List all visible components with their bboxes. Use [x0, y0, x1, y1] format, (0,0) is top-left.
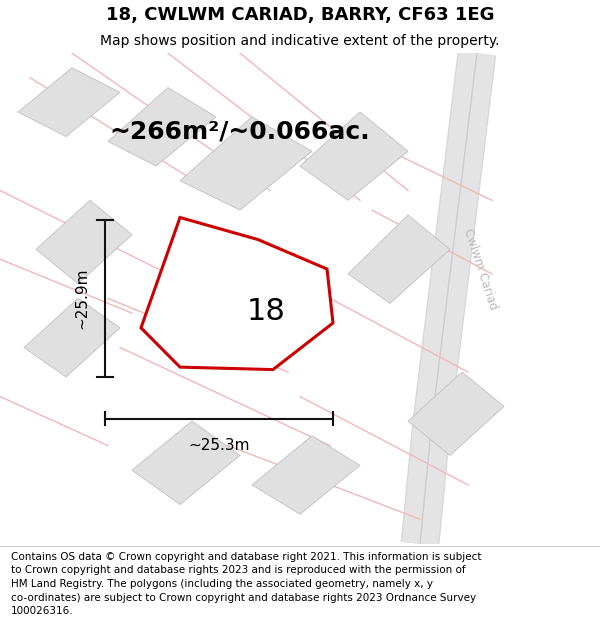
Text: 18, CWLWM CARIAD, BARRY, CF63 1EG: 18, CWLWM CARIAD, BARRY, CF63 1EG: [106, 6, 494, 24]
Text: Map shows position and indicative extent of the property.: Map shows position and indicative extent…: [100, 34, 500, 48]
Text: Cwlwm Cariad: Cwlwm Cariad: [461, 227, 499, 311]
Polygon shape: [141, 217, 333, 369]
Polygon shape: [348, 215, 450, 303]
Text: 18: 18: [246, 298, 285, 326]
Polygon shape: [18, 68, 120, 136]
Text: ~25.3m: ~25.3m: [188, 438, 250, 453]
Polygon shape: [408, 372, 504, 456]
Polygon shape: [36, 200, 132, 284]
Text: ~266m²/~0.066ac.: ~266m²/~0.066ac.: [110, 119, 370, 144]
Text: ~25.9m: ~25.9m: [74, 268, 90, 329]
Polygon shape: [24, 298, 120, 377]
Polygon shape: [252, 436, 360, 514]
Polygon shape: [300, 112, 408, 200]
Text: Contains OS data © Crown copyright and database right 2021. This information is : Contains OS data © Crown copyright and d…: [11, 552, 481, 616]
Polygon shape: [132, 421, 240, 504]
Polygon shape: [180, 117, 312, 210]
Polygon shape: [108, 88, 216, 166]
